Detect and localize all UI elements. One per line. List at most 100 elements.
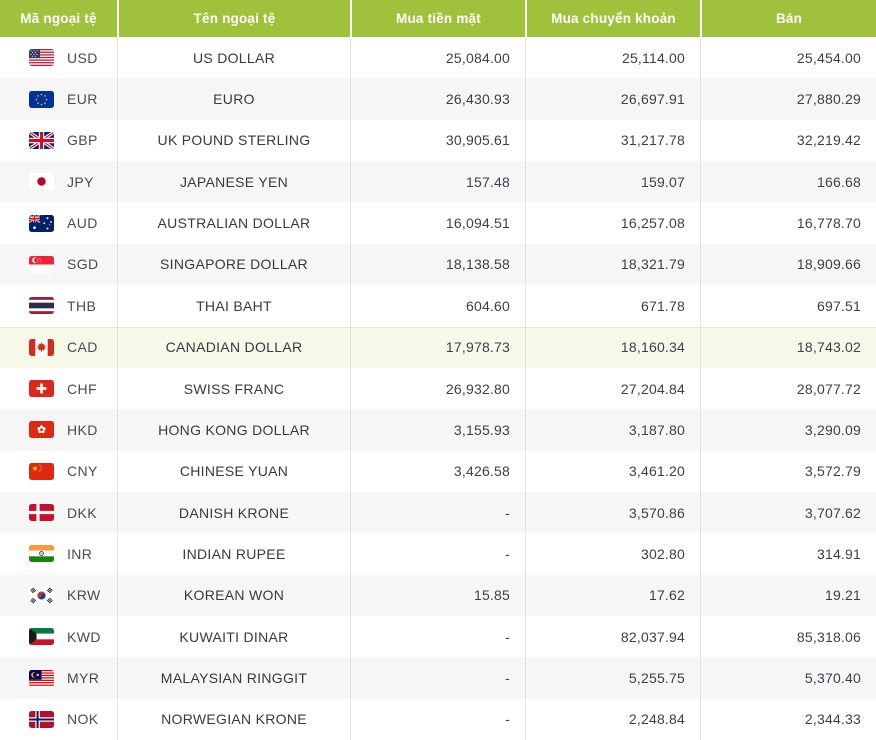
sell-value: 25,454.00 xyxy=(700,37,876,79)
currency-name: UK POUND STERLING xyxy=(117,119,350,162)
gb-flag-icon xyxy=(29,131,54,149)
table-row-inr: INR INDIAN RUPEE -302.80 314.91 xyxy=(0,533,876,575)
currency-name: THAI BAHT xyxy=(117,285,350,327)
kw-flag-icon xyxy=(29,628,54,646)
cash-buy-value: - xyxy=(350,533,525,575)
currency-name: SWISS FRANC xyxy=(117,367,350,410)
currency-name: INDIAN RUPEE xyxy=(117,533,350,575)
currency-name: EURO xyxy=(117,78,350,120)
currency-name: HONG KONG DOLLAR xyxy=(117,409,350,451)
transfer-buy-value: 27,204.84 xyxy=(525,367,700,410)
us-flag-icon xyxy=(29,49,54,67)
currency-code: CHF xyxy=(67,380,97,397)
transfer-buy-value: 671.78 xyxy=(525,285,700,327)
cash-buy-value: 17,978.73 xyxy=(350,326,525,368)
currency-code: JPY xyxy=(67,173,94,190)
sell-value: 19.21 xyxy=(700,574,876,617)
table-row-aud: AUD AUSTRALIAN DOLLAR 16,094.51 16,257.08 16… xyxy=(0,202,876,244)
column-header-code: Mã ngoại tệ xyxy=(0,0,117,37)
transfer-buy-value: 2,248.84 xyxy=(525,698,700,740)
ch-flag-icon xyxy=(29,380,54,398)
eu-flag-icon xyxy=(29,90,54,108)
currency-code-cell: KWD xyxy=(0,616,117,657)
currency-name: KOREAN WON xyxy=(117,574,350,617)
sell-value: 3,707.62 xyxy=(700,491,876,534)
currency-code: KWD xyxy=(67,628,101,645)
no-flag-icon xyxy=(29,710,54,728)
transfer-buy-value: 16,257.08 xyxy=(525,202,700,244)
my-flag-icon xyxy=(29,669,54,687)
currency-code-cell: MYR xyxy=(0,657,117,698)
currency-code-cell: INR xyxy=(0,533,117,574)
currency-code-cell: JPY xyxy=(0,161,117,202)
currency-code-cell: CNY xyxy=(0,451,117,492)
sell-value: 18,909.66 xyxy=(700,243,876,286)
cash-buy-value: - xyxy=(350,616,525,658)
sell-value: 5,370.40 xyxy=(700,657,876,699)
dk-flag-icon xyxy=(29,504,54,522)
transfer-buy-value: 302.80 xyxy=(525,533,700,575)
sell-value: 2,344.33 xyxy=(700,698,876,740)
table-header-row: Mã ngoại tệ Tên ngoại tệ Mua tiền mặt Mua c… xyxy=(0,0,876,37)
currency-name: AUSTRALIAN DOLLAR xyxy=(117,202,350,244)
currency-code: INR xyxy=(67,545,93,562)
transfer-buy-value: 25,114.00 xyxy=(525,37,700,79)
cash-buy-value: 26,932.80 xyxy=(350,367,525,410)
currency-code-cell: CAD xyxy=(0,327,117,368)
table-row-sgd: SGD SINGAPORE DOLLAR 18,138.58 18,321.79 18,… xyxy=(0,243,876,286)
sell-value: 16,778.70 xyxy=(700,202,876,244)
au-flag-icon xyxy=(29,214,54,232)
table-row-krw: KRW KOREAN WON 15.85 17.62 19.21 xyxy=(0,574,876,617)
column-header-cash: Mua tiền mặt xyxy=(350,0,525,37)
transfer-buy-value: 3,570.86 xyxy=(525,491,700,534)
currency-name: DANISH KRONE xyxy=(117,491,350,534)
table-row-jpy: JPY JAPANESE YEN 157.48 159.07 166.68 xyxy=(0,161,876,203)
sell-value: 28,077.72 xyxy=(700,367,876,410)
sell-value: 166.68 xyxy=(700,161,876,203)
currency-name: KUWAITI DINAR xyxy=(117,616,350,658)
currency-code: SGD xyxy=(67,256,99,273)
currency-code: EUR xyxy=(67,91,98,108)
currency-name: SINGAPORE DOLLAR xyxy=(117,243,350,286)
currency-code: GBP xyxy=(67,132,98,149)
cash-buy-value: 25,084.00 xyxy=(350,37,525,79)
transfer-buy-value: 3,187.80 xyxy=(525,409,700,451)
table-row-thb: THB THAI BAHT 604.60 671.78 697.51 xyxy=(0,285,876,327)
currency-name: NORWEGIAN KRONE xyxy=(117,698,350,740)
currency-code: HKD xyxy=(67,421,98,438)
currency-code-cell: SGD xyxy=(0,244,117,285)
column-header-sell: Bán xyxy=(700,0,876,37)
currency-code-cell: DKK xyxy=(0,492,117,533)
sell-value: 85,318.06 xyxy=(700,616,876,658)
sell-value: 18,743.02 xyxy=(700,326,876,368)
currency-code-cell: GBP xyxy=(0,120,117,161)
table-row-hkd: HKD HONG KONG DOLLAR 3,155.93 3,187.80 3,290… xyxy=(0,409,876,451)
currency-code: DKK xyxy=(67,504,97,521)
kr-flag-icon xyxy=(29,586,54,604)
currency-name: JAPANESE YEN xyxy=(117,161,350,203)
table-row-kwd: KWD KUWAITI DINAR -82,037.94 85,318.06 xyxy=(0,616,876,658)
cash-buy-value: 3,155.93 xyxy=(350,409,525,451)
table-row-nok: NOK NORWEGIAN KRONE -2,248.84 2,344.33 xyxy=(0,698,876,740)
currency-code: NOK xyxy=(67,711,99,728)
currency-name: US DOLLAR xyxy=(117,37,350,79)
cn-flag-icon xyxy=(29,462,54,480)
currency-code-cell: AUD xyxy=(0,202,117,243)
table-row-myr: MYR MALAYSIAN RINGGIT -5,255.75 5,370.40 xyxy=(0,657,876,699)
table-row-chf: CHF SWISS FRANC 26,932.80 27,204.84 28,077.7… xyxy=(0,367,876,410)
currency-code-cell: USD xyxy=(0,37,117,78)
cash-buy-value: - xyxy=(350,657,525,699)
currency-code-cell: EUR xyxy=(0,78,117,119)
currency-name: MALAYSIAN RINGGIT xyxy=(117,657,350,699)
currency-code-cell: CHF xyxy=(0,368,117,409)
currency-code-cell: THB xyxy=(0,285,117,326)
cash-buy-value: 3,426.58 xyxy=(350,450,525,492)
currency-code: AUD xyxy=(67,215,98,232)
sell-value: 32,219.42 xyxy=(700,119,876,162)
transfer-buy-value: 18,321.79 xyxy=(525,243,700,286)
table-row-cad: CAD CANADIAN DOLLAR 17,978.73 18,160.34 18,7… xyxy=(0,326,876,368)
currency-name: CHINESE YUAN xyxy=(117,450,350,492)
in-flag-icon xyxy=(29,545,54,563)
currency-code-cell: HKD xyxy=(0,409,117,450)
